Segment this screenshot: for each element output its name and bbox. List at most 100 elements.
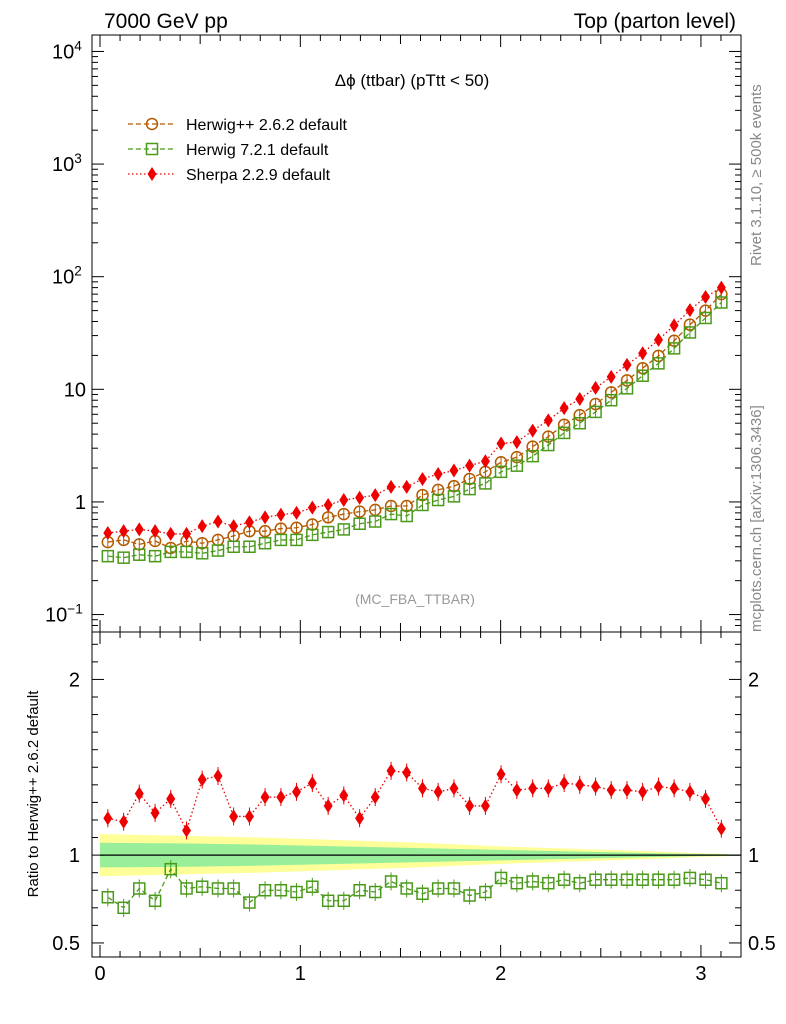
ratio-data-point [258, 883, 272, 897]
ratio-data-point [573, 876, 587, 890]
series-circle [101, 287, 728, 555]
ratio-data-point [150, 805, 160, 820]
ratio-series-line [107, 867, 722, 909]
ratio-frame [91, 631, 742, 958]
data-point [606, 369, 616, 384]
ratio-y-tick-label: 1 [69, 845, 80, 867]
series-diamond [103, 280, 726, 541]
series-line [107, 302, 722, 559]
legend-marker [145, 117, 159, 131]
data-point [386, 479, 396, 494]
ratio-data-point [667, 873, 681, 886]
ratio-data-point [683, 871, 697, 885]
data-point [164, 545, 177, 559]
data-point [258, 536, 272, 550]
ratio-data-point [510, 876, 524, 890]
data-point [573, 416, 587, 430]
data-point [716, 280, 726, 295]
ratio-panel: 0.5 0.5 1 1 2 2 0 1 2 3 Ratio to Herwig++ 2.6.2 de… [25, 631, 776, 985]
ratio-data-point [494, 871, 508, 885]
ratio-data-point [433, 784, 443, 799]
ratio-data-point [528, 781, 538, 796]
ratio-data-point [353, 883, 366, 897]
data-point [652, 357, 665, 370]
ratio-data-point [669, 781, 679, 796]
data-point [528, 423, 538, 438]
ratio-data-point [591, 779, 601, 794]
ratio-data-point [384, 875, 398, 888]
ratio-y-tick-label: 2 [69, 669, 80, 691]
ratio-data-point [370, 790, 380, 805]
main-panel: 10−1 1 10 102 103 104 Δϕ (ttbar) (pTtt < 50) (M… [45, 34, 742, 633]
series-square [101, 296, 728, 564]
data-point [591, 380, 601, 395]
data-point [433, 467, 443, 482]
data-point [479, 477, 492, 490]
data-point [542, 438, 555, 452]
ratio-data-point [227, 882, 240, 895]
data-point [463, 482, 476, 496]
ratio-data-point [701, 791, 711, 806]
data-point [685, 303, 695, 318]
ratio-data-point [101, 891, 115, 904]
data-point [323, 497, 333, 512]
data-point [431, 493, 445, 507]
ratio-data-point [229, 809, 239, 824]
data-point [134, 522, 144, 537]
ratio-data-point [606, 783, 616, 798]
series-line [107, 293, 722, 549]
ratio-data-point [431, 882, 445, 895]
data-point [355, 490, 365, 505]
ratio-data-point [526, 875, 539, 888]
ratio-data-point [368, 885, 382, 899]
ratio-data-point [323, 798, 333, 813]
ratio-data-point [622, 783, 632, 798]
data-point [243, 540, 256, 554]
legend-label: Herwig 7.2.1 default [186, 142, 329, 159]
data-point [211, 544, 225, 557]
ratio-data-point [306, 880, 319, 893]
x-tick-label: 0 [94, 963, 105, 985]
ratio-data-point [716, 821, 726, 836]
ratio-data-point [449, 781, 459, 796]
data-point [180, 545, 193, 559]
data-point [620, 382, 634, 395]
ratio-y-axis-label: Ratio to Herwig++ 2.6.2 default [25, 690, 42, 898]
data-point [258, 524, 272, 538]
data-point [117, 551, 130, 564]
data-point [290, 521, 303, 534]
mcplots-label: mcplots.cern.ch [arXiv:1306.3436] [748, 405, 765, 632]
ratio-data-point [543, 781, 553, 796]
data-point [150, 524, 160, 539]
y-tick-label: 1 [75, 492, 86, 514]
ratio-data-point [638, 784, 648, 799]
ratio-data-point [386, 763, 396, 778]
data-point [384, 507, 398, 521]
data-point [307, 500, 317, 515]
data-point [604, 393, 618, 407]
x-tick-label: 2 [495, 963, 506, 985]
ratio-data-point [292, 784, 302, 799]
data-point [543, 413, 553, 428]
data-point [274, 533, 288, 547]
data-point [148, 549, 162, 563]
y-tick-label: 102 [52, 264, 82, 289]
y-tick-label: 10 [64, 379, 86, 401]
ratio-y-tick-label-right: 1 [748, 845, 759, 867]
ratio-series-diamond [103, 761, 726, 840]
ratio-data-point [213, 769, 223, 784]
ratio-data-point [447, 882, 461, 895]
ratio-data-point [355, 811, 365, 826]
data-point [622, 357, 632, 372]
data-point [510, 459, 524, 472]
ratio-series-line [107, 770, 722, 833]
ratio-data-point [180, 882, 193, 895]
data-point [227, 540, 240, 554]
data-point [166, 526, 176, 541]
ratio-data-point [260, 790, 270, 805]
data-point [213, 514, 223, 529]
data-point [276, 507, 286, 522]
legend-entry: Herwig++ 2.6.2 default [128, 117, 348, 134]
ratio-data-point [197, 772, 207, 787]
ratio-data-point [575, 777, 585, 792]
